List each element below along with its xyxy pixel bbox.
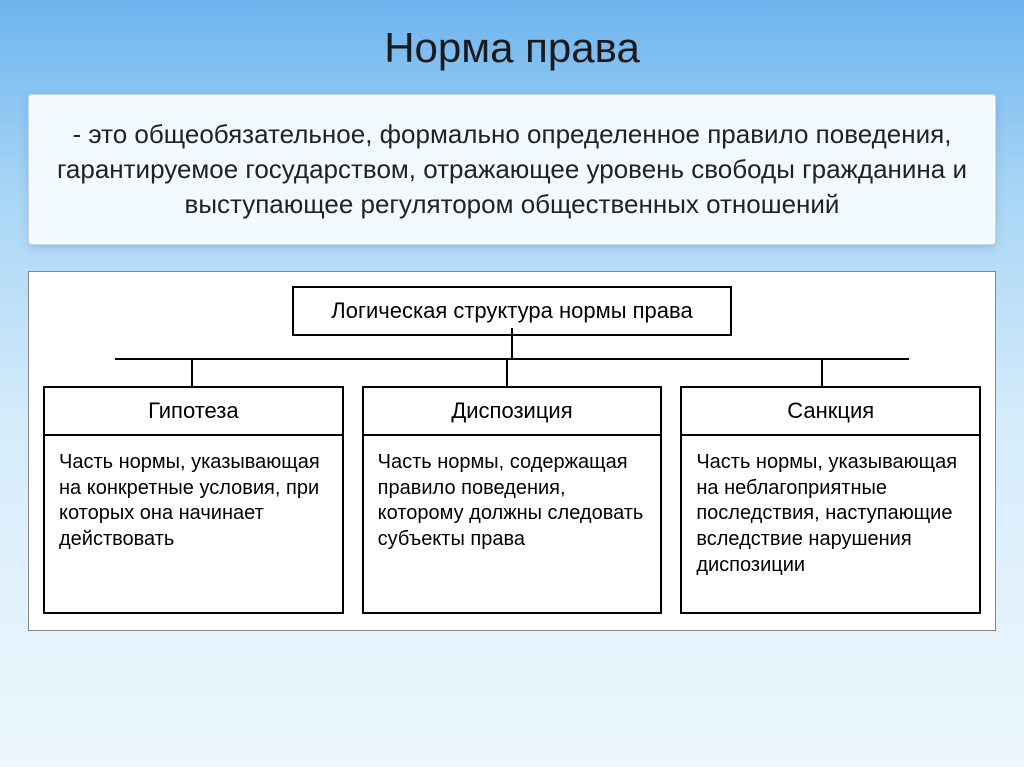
diagram-columns: Гипотеза Часть нормы, указывающая на кон… bbox=[43, 386, 981, 614]
definition-box: - это общеобязательное, формально опреде… bbox=[28, 94, 996, 245]
column-body: Часть нормы, указывающая на конкретные у… bbox=[45, 436, 342, 612]
column-head: Гипотеза bbox=[45, 388, 342, 436]
connector-leg bbox=[506, 358, 508, 386]
column-body: Часть нормы, содержащая правило поведени… bbox=[364, 436, 661, 612]
column-head: Санкция bbox=[682, 388, 979, 436]
column-hypothesis: Гипотеза Часть нормы, указывающая на кон… bbox=[43, 386, 344, 614]
column-body: Часть нормы, указывающая на неблагоприят… bbox=[682, 436, 979, 612]
column-disposition: Диспозиция Часть нормы, содержащая прави… bbox=[362, 386, 663, 614]
structure-diagram: Логическая структура нормы права Гипотез… bbox=[28, 271, 996, 631]
connector-leg bbox=[191, 358, 193, 386]
column-sanction: Санкция Часть нормы, указывающая на небл… bbox=[680, 386, 981, 614]
connector-stem bbox=[511, 328, 513, 358]
connector-hbar bbox=[115, 358, 909, 360]
slide-title: Норма права bbox=[28, 24, 996, 72]
connector-leg bbox=[821, 358, 823, 386]
column-head: Диспозиция bbox=[364, 388, 661, 436]
